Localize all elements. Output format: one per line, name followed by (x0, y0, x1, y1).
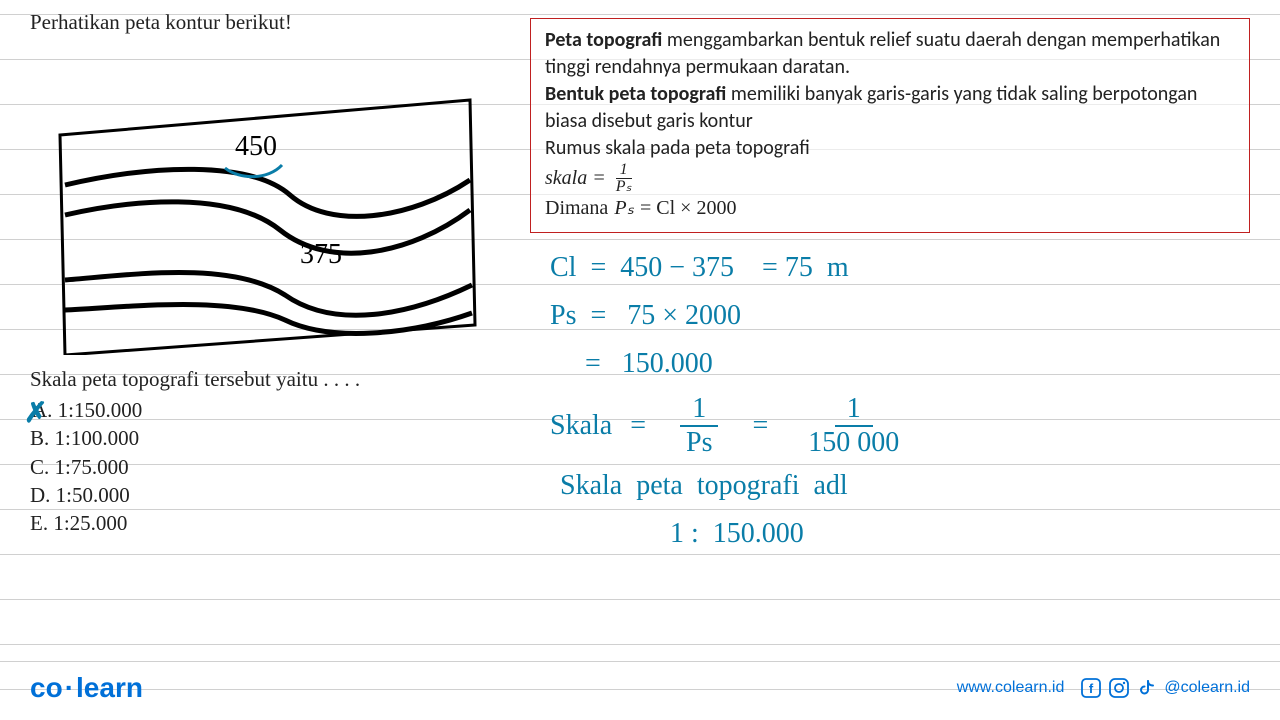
frac2-den: 150 000 (796, 427, 911, 457)
skala-frac-1: 1 Ps (674, 395, 724, 457)
formula-fraction: 1 Pₛ (612, 162, 636, 195)
ps-symbol: Pₛ (614, 195, 634, 222)
footer-right: www.colearn.id f @colearn.id (957, 677, 1250, 699)
work-line-2: Ps = 75 × 2000 (550, 295, 1250, 337)
handwritten-work: Cl = 450 − 375 = 75 m Ps = 75 × 2000 = 1… (530, 247, 1250, 555)
info-bold-2: Bentuk peta topografi (545, 82, 726, 106)
facebook-icon: f (1080, 677, 1102, 699)
contour-label-450: 450 (235, 131, 277, 162)
footer-url: www.colearn.id (957, 679, 1065, 697)
contour-map-diagram: 450 375 (30, 45, 490, 355)
social-icons: f @colearn.id (1080, 677, 1250, 699)
eq-2: = (752, 405, 768, 447)
info-line-2: Bentuk peta topografi memiliki banyak ga… (545, 81, 1235, 135)
contour-label-375: 375 (300, 239, 342, 270)
logo-co: co (30, 672, 63, 703)
social-handle: @colearn.id (1164, 679, 1250, 697)
formula-denominator: Pₛ (612, 179, 636, 195)
question-subtitle: Skala peta topografi tersebut yaitu . . … (30, 367, 520, 392)
question-title: Perhatikan peta kontur berikut! (30, 10, 520, 35)
formula-numerator: 1 (616, 162, 632, 179)
frac1-num: 1 (680, 395, 718, 427)
tiktok-icon (1136, 677, 1158, 699)
formula-lhs: skala = (545, 165, 606, 192)
formula-ps: Dimana Pₛ = Cl × 2000 (545, 195, 1235, 222)
right-column: Peta topografi menggambarkan bentuk reli… (530, 18, 1250, 561)
skala-label: Skala (550, 405, 612, 447)
option-c: C. 1:75.000 (30, 453, 520, 481)
logo-dot: · (65, 672, 74, 703)
footer-divider (0, 661, 1280, 662)
explanation-box: Peta topografi menggambarkan bentuk reli… (530, 18, 1250, 233)
frac1-den: Ps (674, 427, 724, 457)
eq-1: = (630, 405, 646, 447)
answer-options: ✗ A. 1:150.000 B. 1:100.000 C. 1:75.000 … (30, 396, 520, 538)
skala-frac-2: 1 150 000 (796, 395, 911, 457)
work-line-1: Cl = 450 − 375 = 75 m (550, 247, 1250, 289)
dimana-text: Dimana (545, 195, 608, 222)
frac2-num: 1 (835, 395, 873, 427)
formula-skala: skala = 1 Pₛ (545, 162, 1235, 195)
work-line-6: 1 : 150.000 (670, 513, 1250, 555)
option-b: B. 1:100.000 (30, 424, 520, 452)
work-skala-row: Skala = 1 Ps = 1 150 000 (550, 395, 1250, 457)
info-bold-1: Peta topografi (545, 28, 662, 52)
option-a: ✗ A. 1:150.000 (30, 396, 520, 424)
info-line-3: Rumus skala pada peta topografi (545, 135, 1235, 162)
info-line-1: Peta topografi menggambarkan bentuk reli… (545, 27, 1235, 81)
footer: co·learn www.colearn.id f @colearn.id (0, 668, 1280, 708)
logo-learn: learn (76, 672, 143, 703)
ps-formula: = Cl × 2000 (640, 195, 736, 222)
option-d: D. 1:50.000 (30, 481, 520, 509)
work-line-5: Skala peta topografi adl (560, 465, 1250, 507)
left-column: Perhatikan peta kontur berikut! 450 375 … (30, 10, 520, 538)
svg-text:f: f (1089, 681, 1094, 696)
colearn-logo: co·learn (30, 672, 143, 704)
instagram-icon (1108, 677, 1130, 699)
option-e: E. 1:25.000 (30, 509, 520, 537)
work-line-3: = 150.000 (550, 343, 1250, 385)
option-a-text: A. 1:150.000 (32, 398, 142, 422)
